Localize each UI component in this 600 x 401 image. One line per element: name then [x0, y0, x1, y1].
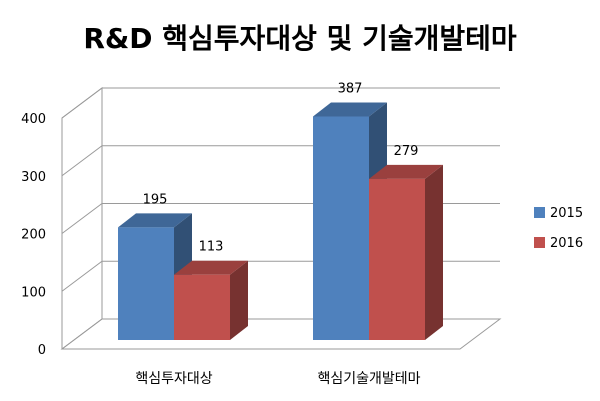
bar-2016-0 [174, 260, 248, 340]
gridline [61, 87, 500, 119]
grid-layer [60, 87, 502, 350]
bar-2016-1 [369, 164, 443, 340]
bar-side-face [230, 260, 248, 340]
bar-front-face [313, 116, 369, 340]
x-category-label: 핵심투자대상 [135, 371, 212, 387]
bar-top-face [313, 102, 387, 117]
y-axis-ticks: 0 100 200 300 400 [21, 112, 46, 358]
bar-front-face [369, 178, 425, 340]
data-label: 279 [394, 144, 419, 159]
bar-top-face [118, 213, 192, 228]
y-tick-label: 100 [21, 285, 46, 300]
x-axis-categories: 핵심투자대상 핵심기술개발테마 [135, 371, 420, 387]
legend-swatch [534, 237, 545, 248]
data-label: 113 [199, 240, 224, 255]
bar-front-face [174, 274, 230, 340]
legend-swatch [534, 207, 545, 218]
bar-top-face [369, 164, 443, 179]
bar-top-face [174, 260, 248, 275]
bar-front-face [118, 227, 174, 340]
y-tick-label: 0 [38, 343, 46, 358]
y-tick-label: 300 [21, 170, 46, 185]
data-label: 387 [338, 82, 363, 97]
data-label: 195 [143, 192, 168, 207]
legend-label: 2016 [550, 236, 583, 251]
y-tick-label: 400 [21, 112, 46, 127]
legend: 2015 2016 [534, 206, 583, 251]
y-tick-label: 200 [21, 228, 46, 243]
bar-layer [118, 102, 443, 340]
data-label-layer: 195 113 387 279 [143, 82, 419, 255]
legend-label: 2015 [550, 206, 583, 221]
floor [60, 318, 502, 350]
bar-side-face [425, 164, 443, 340]
x-category-label: 핵심기술개발테마 [317, 371, 420, 387]
chart-title: R&D 핵심투자대상 및 기술개발테마 [83, 22, 517, 55]
